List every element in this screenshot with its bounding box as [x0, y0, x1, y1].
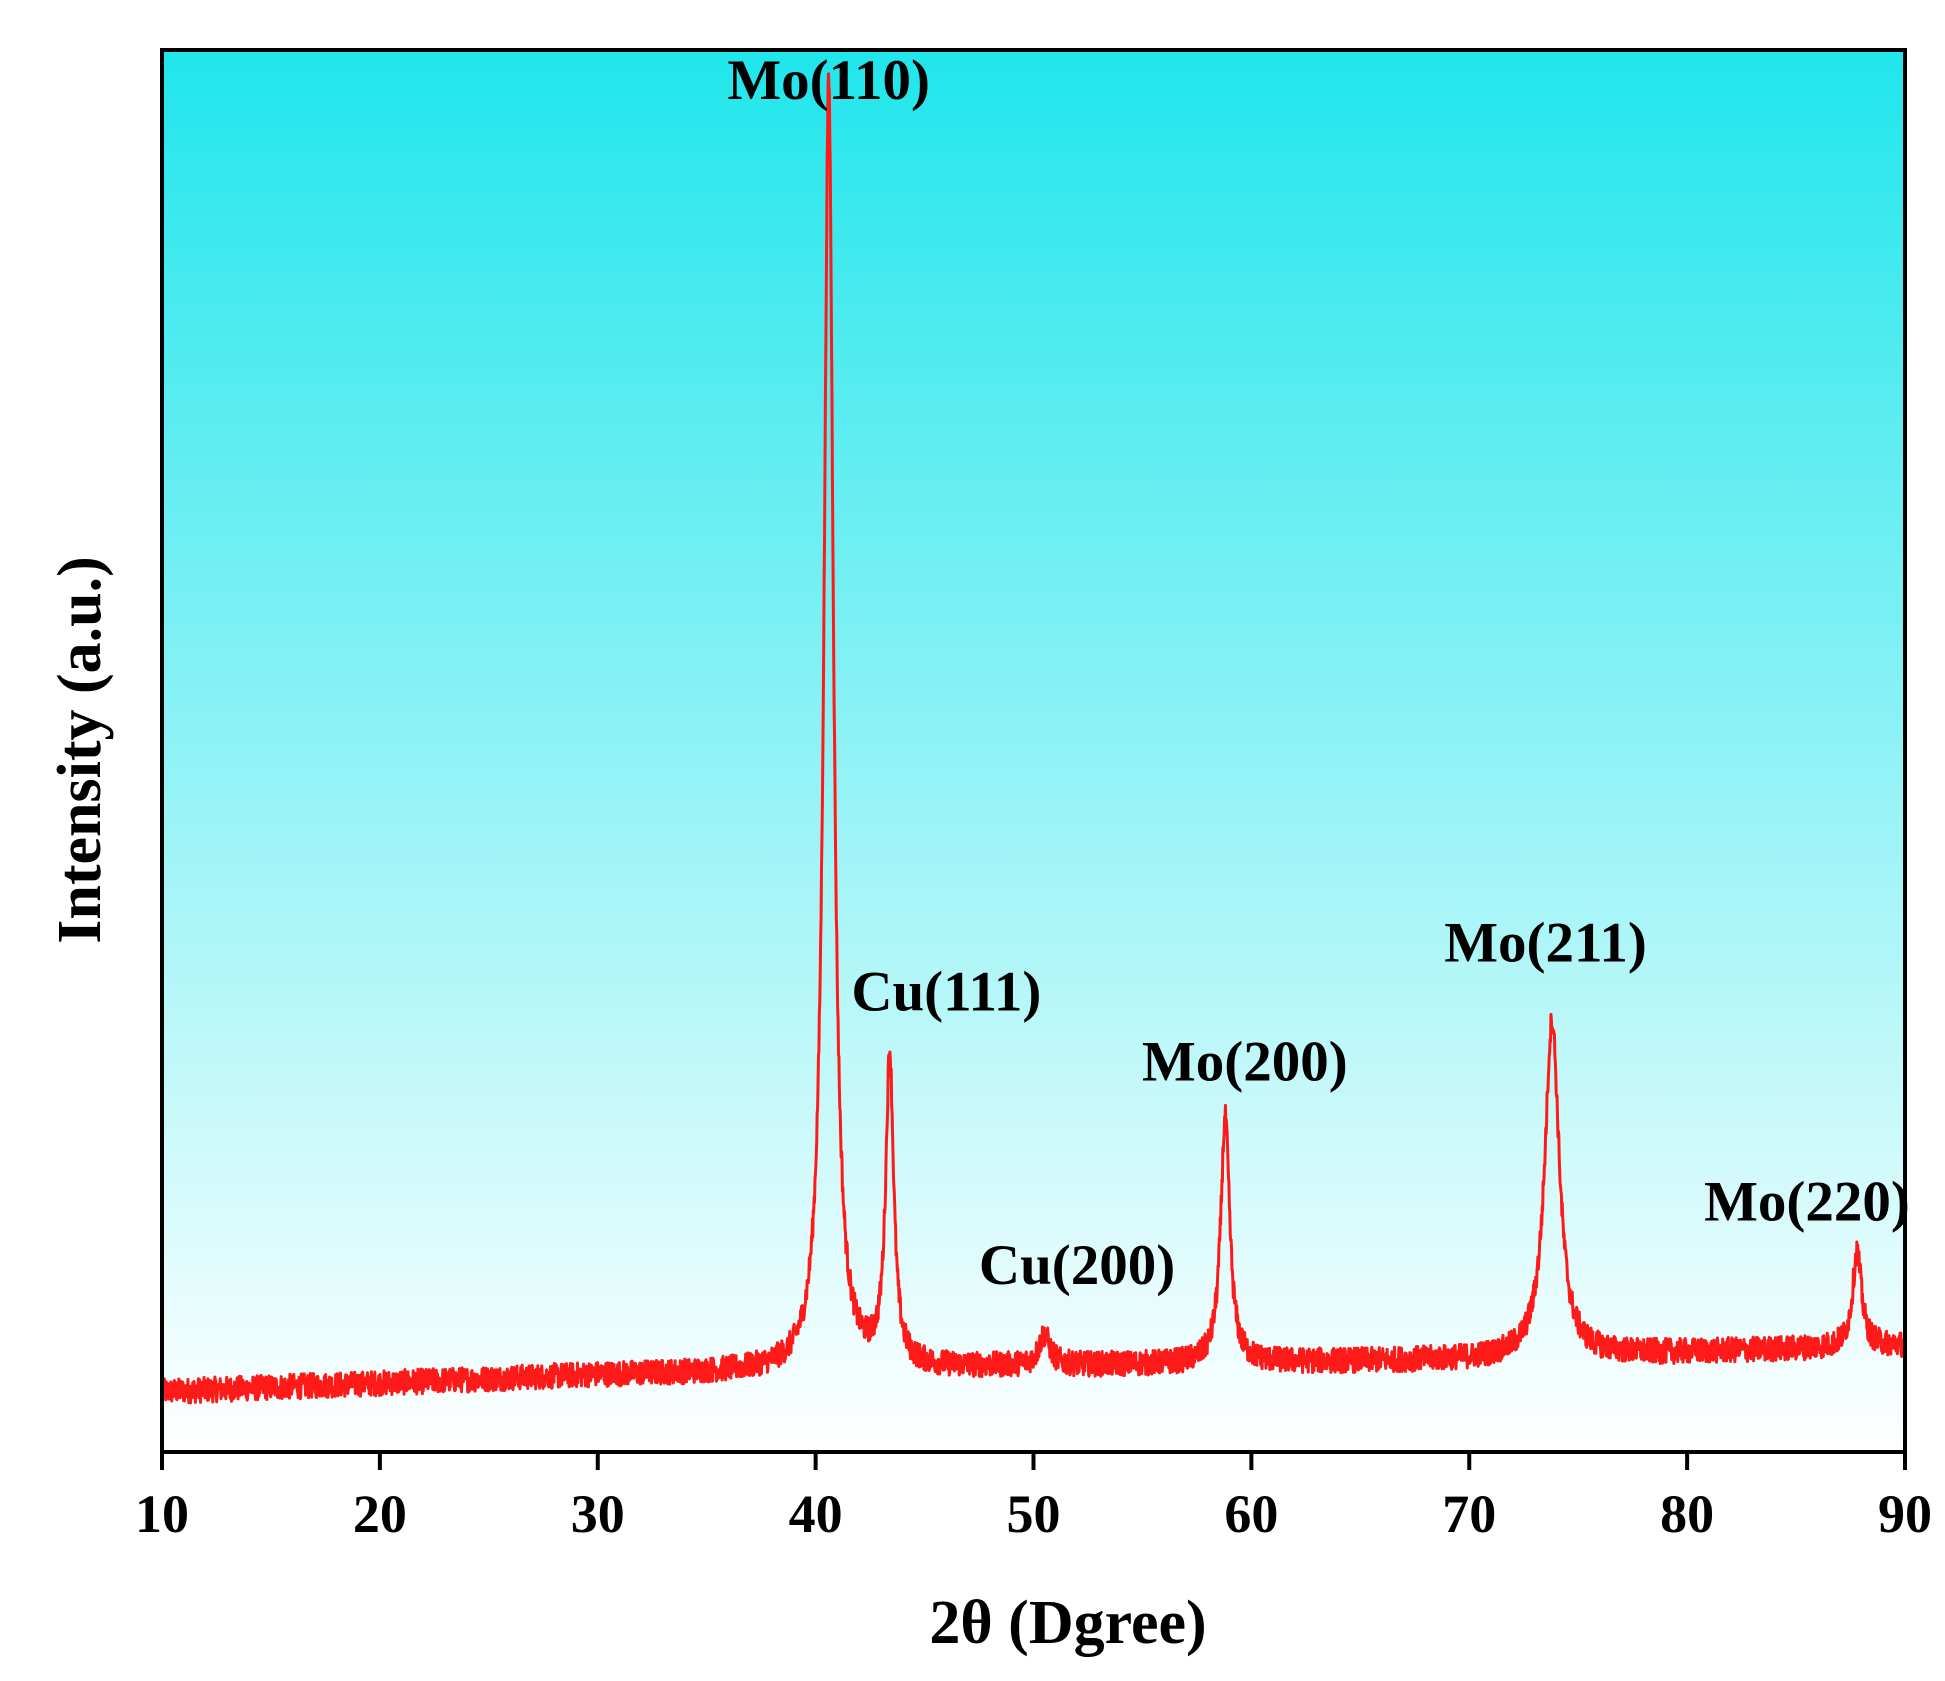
peak-label: Mo(110) — [727, 49, 930, 112]
x-tick-label: 20 — [353, 1484, 407, 1544]
x-tick-label: 50 — [1007, 1484, 1061, 1544]
peak-label: Mo(220) — [1704, 1171, 1910, 1234]
x-tick-label: 80 — [1660, 1484, 1714, 1544]
x-tick-label: 10 — [135, 1484, 189, 1544]
x-tick-label: 30 — [571, 1484, 625, 1544]
x-axis-label: 2θ (Dgree) — [929, 1589, 1206, 1657]
xrd-series-line — [161, 72, 1906, 1405]
peak-label: Cu(200) — [979, 1234, 1175, 1297]
plot-area-background — [162, 50, 1905, 1452]
peak-annotations: Mo(110) Cu(111) Cu(200) Mo(200) Mo(211) Mo(22… — [727, 49, 1909, 1297]
peak-label: Mo(211) — [1444, 911, 1647, 974]
x-tick-label: 40 — [789, 1484, 843, 1544]
x-tick-label: 90 — [1878, 1484, 1932, 1544]
peak-label: Cu(111) — [851, 960, 1041, 1023]
x-tick-label: 70 — [1442, 1484, 1496, 1544]
y-axis-label: Intensity (a.u.) — [46, 556, 114, 944]
series-layer — [161, 72, 1906, 1405]
x-axis-ticks: 10 20 30 40 50 60 70 80 90 — [135, 1452, 1932, 1544]
peak-label: Mo(200) — [1142, 1030, 1348, 1093]
x-tick-label: 60 — [1224, 1484, 1278, 1544]
